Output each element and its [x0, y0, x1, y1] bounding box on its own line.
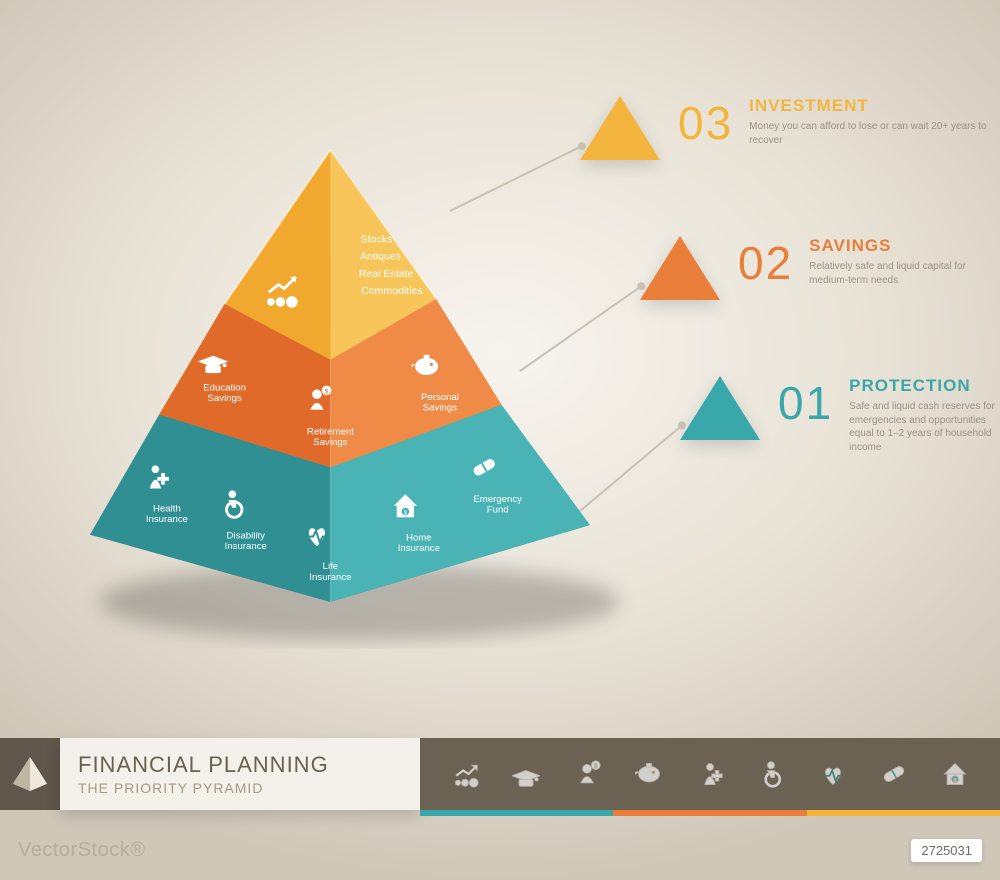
callout-title: INVESTMENT — [749, 96, 1000, 116]
color-bar-segment — [807, 810, 1000, 816]
callout-investment: 03 INVESTMENT Money you can afford to lose… — [580, 96, 1000, 160]
piggy-icon — [635, 760, 663, 788]
pyramid: Stocks Antiques Real Estate Commodities … — [60, 150, 620, 650]
stage: 03 INVESTMENT Money you can afford to lose… — [0, 0, 1000, 880]
heart-icon — [819, 760, 847, 788]
callout-number: 02 — [738, 240, 793, 286]
image-id-badge: 2725031 — [911, 839, 982, 862]
label-disability: DisabilityInsurance — [225, 530, 267, 552]
footer-subtitle: THE PRIORITY PYRAMID — [78, 780, 420, 796]
health-icon — [696, 760, 724, 788]
grad-icon — [512, 760, 540, 788]
footer-title-block: FINANCIAL PLANNING THE PRIORITY PYRAMID — [60, 738, 420, 810]
footer-pyramid-tile — [0, 738, 60, 810]
growth-icon — [451, 760, 479, 788]
callout-desc: Money you can afford to lose or can wait… — [749, 120, 1000, 147]
callout-triangle-icon — [680, 376, 760, 440]
callout-title: SAVINGS — [809, 236, 1000, 256]
label-education: EducationSavings — [203, 382, 246, 404]
callout-title: PROTECTION — [849, 376, 1000, 396]
callout-number: 01 — [778, 380, 833, 426]
label-real-estate: Real Estate — [359, 268, 414, 280]
pill-icon — [880, 760, 908, 788]
color-bar-segment — [613, 810, 806, 816]
callout-number: 03 — [678, 100, 733, 146]
callout-desc: Relatively safe and liquid capital for m… — [809, 260, 1000, 287]
person-coin-icon — [573, 760, 601, 788]
watermark: VectorStock® — [18, 839, 145, 862]
label-stocks: Stocks — [361, 233, 393, 245]
label-antiques: Antiques — [360, 251, 401, 263]
callout-desc: Safe and liquid cash reserves for emerge… — [849, 400, 1000, 454]
wheel-icon — [757, 760, 785, 788]
callout-protection: 01 PROTECTION Safe and liquid cash reserve… — [680, 376, 1000, 454]
color-bar-segment — [420, 810, 613, 816]
footer-title: FINANCIAL PLANNING — [78, 752, 420, 778]
footer: FINANCIAL PLANNING THE PRIORITY PYRAMID — [0, 738, 1000, 810]
label-personal: PersonalSavings — [421, 392, 459, 414]
callout-triangle-icon — [640, 236, 720, 300]
callout-savings: 02 SAVINGS Relatively safe and liquid capi… — [640, 236, 1000, 300]
house-icon — [941, 760, 969, 788]
label-retirement: RetirementSavings — [307, 427, 354, 449]
label-commodities: Commodities — [361, 285, 423, 297]
footer-icon-strip — [420, 738, 1000, 810]
